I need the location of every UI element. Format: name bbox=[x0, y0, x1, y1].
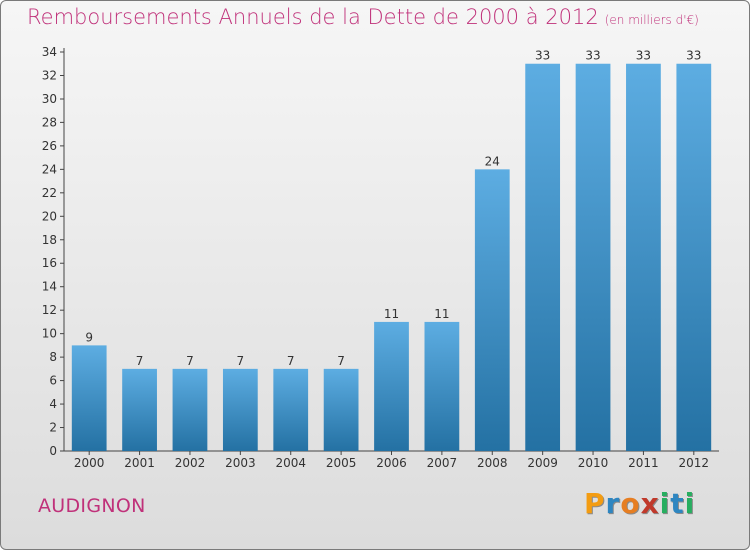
y-tick-label: 24 bbox=[42, 162, 57, 176]
bar bbox=[71, 345, 107, 451]
data-label: 33 bbox=[686, 49, 701, 63]
data-label: 9 bbox=[85, 330, 93, 344]
commune-name: AUDIGNON bbox=[38, 495, 146, 517]
y-tick-label: 8 bbox=[49, 350, 57, 364]
y-tick-label: 30 bbox=[42, 92, 57, 106]
y-tick-label: 0 bbox=[49, 444, 57, 458]
y-tick-label: 4 bbox=[49, 397, 57, 411]
x-tick-label: 2011 bbox=[628, 456, 659, 470]
x-tick-label: 2007 bbox=[427, 456, 458, 470]
y-tick-label: 32 bbox=[42, 68, 57, 82]
logo-letter: i bbox=[659, 487, 671, 520]
x-tick-label: 2010 bbox=[578, 456, 609, 470]
y-tick-label: 2 bbox=[49, 421, 57, 435]
data-label: 33 bbox=[585, 49, 600, 63]
chart-bars bbox=[71, 63, 712, 452]
x-tick-label: 2012 bbox=[679, 456, 710, 470]
chart-x-ticks: 2000 2001 2002 2003 2004 2005 2006 2007 2008 2009… bbox=[74, 451, 709, 470]
x-tick-label: 2000 bbox=[74, 456, 105, 470]
bar bbox=[525, 63, 561, 452]
y-tick-label: 20 bbox=[42, 209, 57, 223]
chart-title: Remboursements Annuels de la Dette de 20… bbox=[27, 5, 699, 29]
bar bbox=[122, 368, 157, 451]
data-label: 11 bbox=[434, 307, 449, 321]
y-tick-label: 10 bbox=[42, 327, 57, 341]
y-tick-label: 14 bbox=[42, 280, 57, 294]
bar bbox=[172, 368, 208, 451]
y-tick-label: 6 bbox=[49, 374, 57, 388]
logo-letter: r bbox=[605, 487, 621, 520]
bar bbox=[676, 63, 712, 452]
chart-unit: (en milliers d'€) bbox=[604, 13, 699, 27]
y-tick-label: 34 bbox=[42, 45, 57, 59]
data-label: 33 bbox=[535, 49, 550, 63]
y-tick-label: 22 bbox=[42, 186, 57, 200]
x-tick-label: 2008 bbox=[477, 456, 508, 470]
bar bbox=[374, 321, 409, 451]
bar bbox=[273, 368, 309, 451]
data-label: 11 bbox=[384, 307, 399, 321]
data-label: 33 bbox=[636, 49, 651, 63]
x-tick-label: 2001 bbox=[124, 456, 155, 470]
data-label: 7 bbox=[237, 354, 245, 368]
logo-letter: t bbox=[670, 487, 685, 520]
x-tick-label: 2005 bbox=[326, 456, 357, 470]
bar bbox=[575, 63, 611, 452]
x-tick-label: 2006 bbox=[376, 456, 407, 470]
logo-letter: P bbox=[584, 487, 606, 520]
logo-letter: o bbox=[620, 487, 641, 520]
bar bbox=[222, 368, 258, 451]
x-tick-label: 2002 bbox=[175, 456, 206, 470]
y-tick-label: 26 bbox=[42, 139, 57, 153]
x-tick-label: 2004 bbox=[275, 456, 306, 470]
x-tick-label: 2003 bbox=[225, 456, 256, 470]
y-tick-label: 12 bbox=[42, 303, 57, 317]
y-tick-label: 28 bbox=[42, 115, 57, 129]
logo-letter: x bbox=[640, 487, 660, 520]
y-tick-label: 16 bbox=[42, 256, 57, 270]
data-label: 7 bbox=[287, 354, 295, 368]
proxiti-logo: Proxiti bbox=[584, 487, 695, 520]
logo-letter: i bbox=[684, 487, 696, 520]
bar bbox=[424, 321, 460, 451]
bar bbox=[626, 63, 661, 452]
bar bbox=[323, 368, 359, 451]
y-tick-label: 18 bbox=[42, 233, 57, 247]
data-label: 7 bbox=[136, 354, 144, 368]
data-label: 24 bbox=[485, 154, 500, 168]
bar bbox=[474, 169, 510, 451]
data-label: 7 bbox=[186, 354, 194, 368]
x-tick-label: 2009 bbox=[527, 456, 558, 470]
chart-data-labels: 9 7 7 7 7 7 11 11 24 33 33 33 33 bbox=[85, 49, 701, 368]
data-label: 7 bbox=[337, 354, 345, 368]
chart-title-text: Remboursements Annuels de la Dette de 20… bbox=[27, 5, 599, 29]
